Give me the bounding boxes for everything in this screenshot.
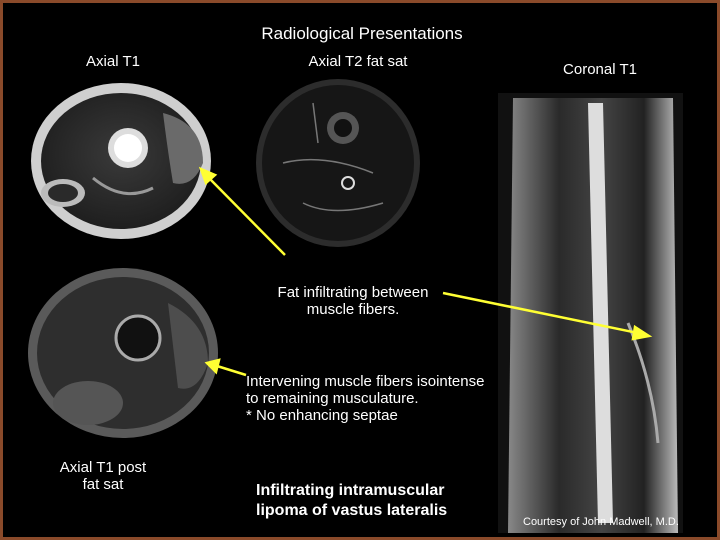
- annotation: Intervening muscle fibers isointense: [246, 373, 485, 390]
- annotation: to remaining musculature.: [246, 390, 419, 407]
- axial-t1-image: [31, 83, 211, 239]
- axial-t1-post-image: [28, 268, 218, 438]
- image-label: Coronal T1: [563, 61, 637, 78]
- image-label: Axial T1: [86, 53, 140, 70]
- slide-title: Radiological Presentations: [261, 24, 463, 43]
- image-label: Axial T2 fat sat: [308, 53, 408, 70]
- axial-t2-image: [256, 79, 420, 247]
- mri-images: [28, 79, 683, 533]
- annotation: muscle fibers.: [306, 301, 400, 318]
- coronal-t1-image: [498, 93, 683, 533]
- annotation: lipoma of vastus lateralis: [256, 502, 448, 519]
- arrows: [198, 166, 653, 377]
- credit: Courtesy of John Madwell, M.D.: [523, 516, 679, 528]
- image-label: Axial T1 post: [59, 459, 147, 476]
- annotation: Infiltrating intramuscular: [256, 482, 445, 499]
- image-label: fat sat: [82, 476, 124, 493]
- annotation: Fat infiltrating between: [277, 284, 429, 301]
- annotation: * No enhancing septae: [246, 407, 398, 424]
